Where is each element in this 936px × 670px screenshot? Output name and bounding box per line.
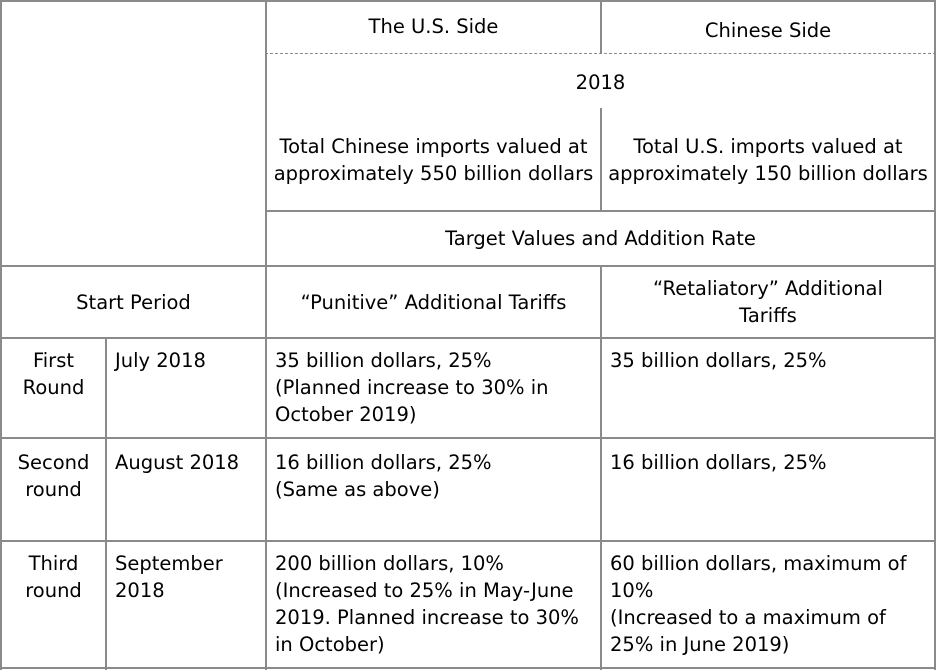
divider [0, 0, 936, 2]
round-label: First Round [22, 349, 85, 399]
divider [265, 210, 936, 212]
us-tariff: 35 billion dollars, 25% (Planned increas… [275, 349, 549, 426]
year-header: 2018 [575, 71, 626, 94]
divider [600, 0, 602, 53]
round-label: Third round [25, 552, 82, 602]
us-tariff: 200 billion dollars, 10% (Increased to 2… [275, 552, 579, 656]
divider [0, 667, 936, 669]
divider [934, 0, 936, 670]
divider [0, 437, 936, 439]
target-values-header: Target Values and Addition Rate [445, 227, 756, 250]
round-date: September 2018 [115, 552, 223, 602]
cn-tariff: 35 billion dollars, 25% [610, 349, 827, 372]
chinese-side-header: Chinese Side [704, 19, 832, 42]
start-period-header: Start Period [76, 290, 191, 314]
divider [0, 337, 936, 339]
divider [600, 265, 602, 670]
divider [600, 108, 602, 210]
divider [265, 53, 936, 54]
us-tariff: 16 billion dollars, 25% (Same as above) [275, 451, 492, 501]
cn-tariff: 16 billion dollars, 25% [610, 451, 827, 474]
us-side-header: The U.S. Side [368, 15, 499, 38]
divider [0, 0, 2, 670]
punitive-header: “Punitive” Additional Tariffs [300, 290, 567, 314]
divider [105, 337, 107, 670]
cn-total-imports: Total U.S. imports valued at approximate… [608, 135, 928, 185]
round-date: July 2018 [115, 349, 206, 372]
round-date: August 2018 [115, 451, 240, 474]
retaliatory-header: “Retaliatory” Additional Tariffs [653, 277, 883, 327]
divider [0, 265, 936, 267]
divider [0, 540, 936, 542]
cn-tariff: 60 billion dollars, maximum of 10% (Incr… [610, 552, 907, 656]
round-label: Second round [17, 451, 90, 501]
divider [265, 0, 267, 670]
us-total-imports: Total Chinese imports valued at approxim… [273, 135, 594, 185]
